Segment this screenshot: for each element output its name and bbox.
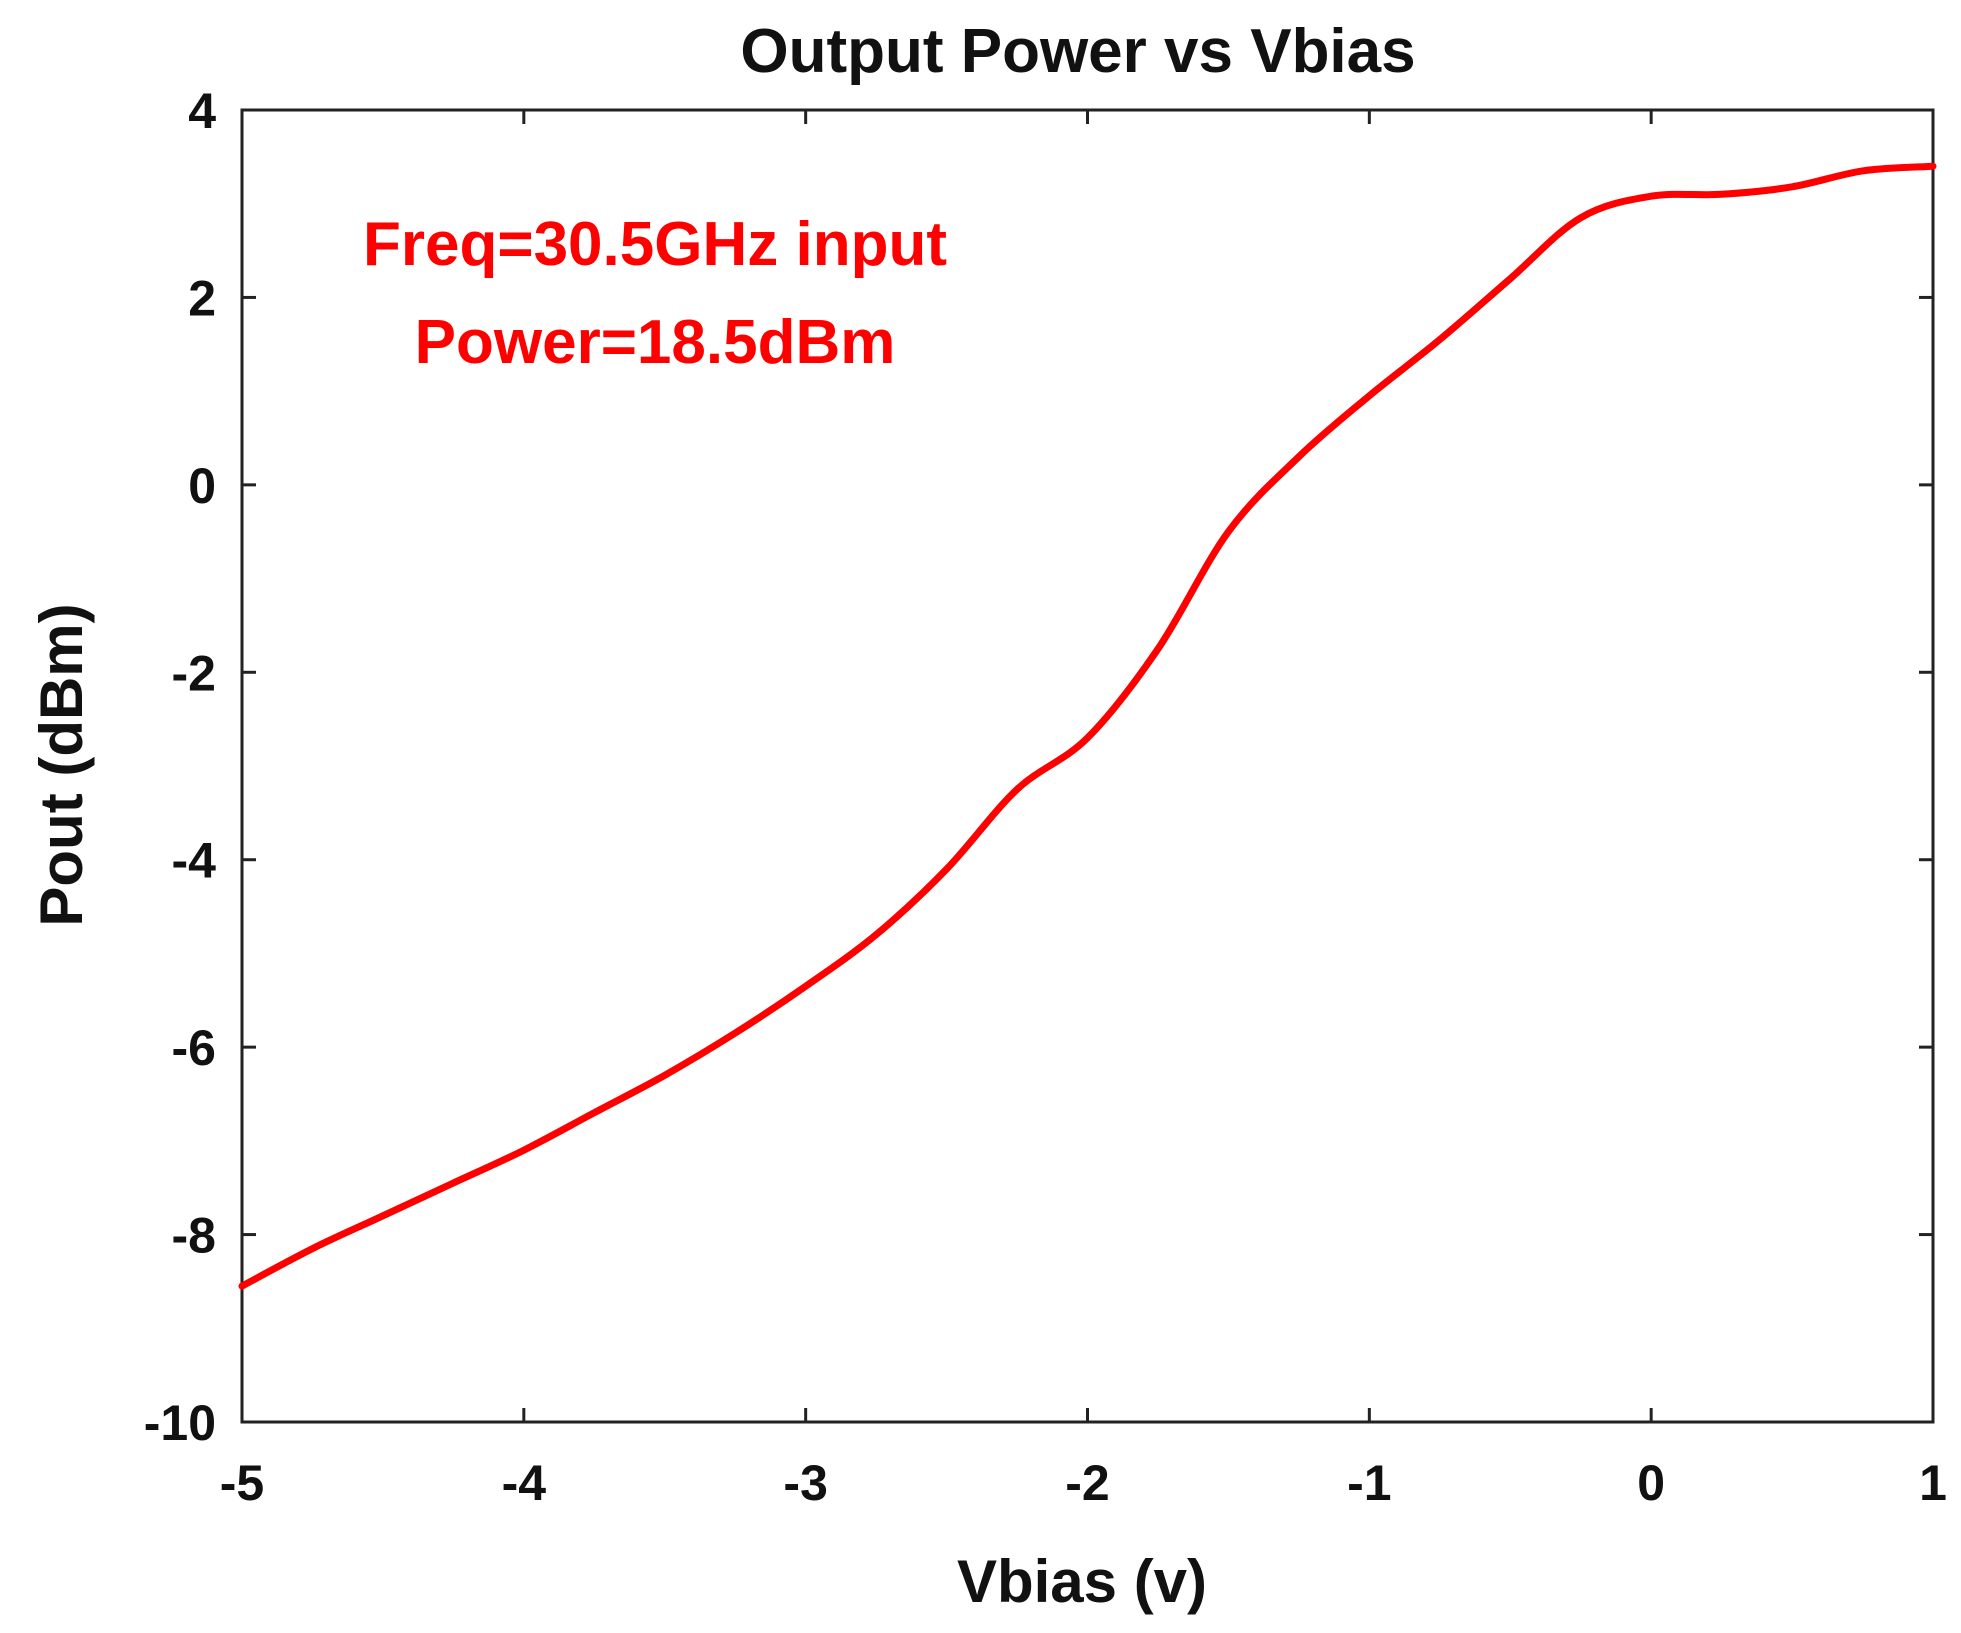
y-tick-label: -8 [172,1208,216,1264]
annotation-frequency: Freq=30.5GHz input [363,210,947,279]
axis-ticks [240,108,1935,1424]
y-tick-label: -6 [172,1020,216,1076]
y-tick-label: 2 [188,270,216,326]
x-tick-label: 0 [1637,1455,1665,1511]
chart-title: Output Power vs Vbias [740,17,1415,86]
x-tick-label: 1 [1919,1455,1947,1511]
y-tick-label: -10 [144,1395,216,1451]
y-tick-labels: -10 -8 -6 -4 -2 0 2 4 [144,83,216,1451]
x-axis-label: Vbias (v) [957,1548,1207,1615]
plot-area [240,108,1935,1424]
annotation-power: Power=18.5dBm [415,308,896,377]
x-tick-label: -1 [1347,1455,1391,1511]
y-tick-label: -2 [172,645,216,701]
x-tick-label: -2 [1065,1455,1109,1511]
y-tick-label: 4 [188,83,216,139]
plot-border [240,108,1935,1424]
x-tick-label: -5 [220,1455,264,1511]
y-tick-label: -4 [172,833,217,889]
series-line-pout [238,162,1937,1290]
x-tick-label: -4 [502,1455,547,1511]
x-tick-labels: -5 -4 -3 -2 -1 0 1 [220,1455,1947,1511]
y-tick-label: 0 [188,458,216,514]
y-axis-label: Pout (dBm) [28,603,95,926]
x-tick-label: -3 [783,1455,827,1511]
